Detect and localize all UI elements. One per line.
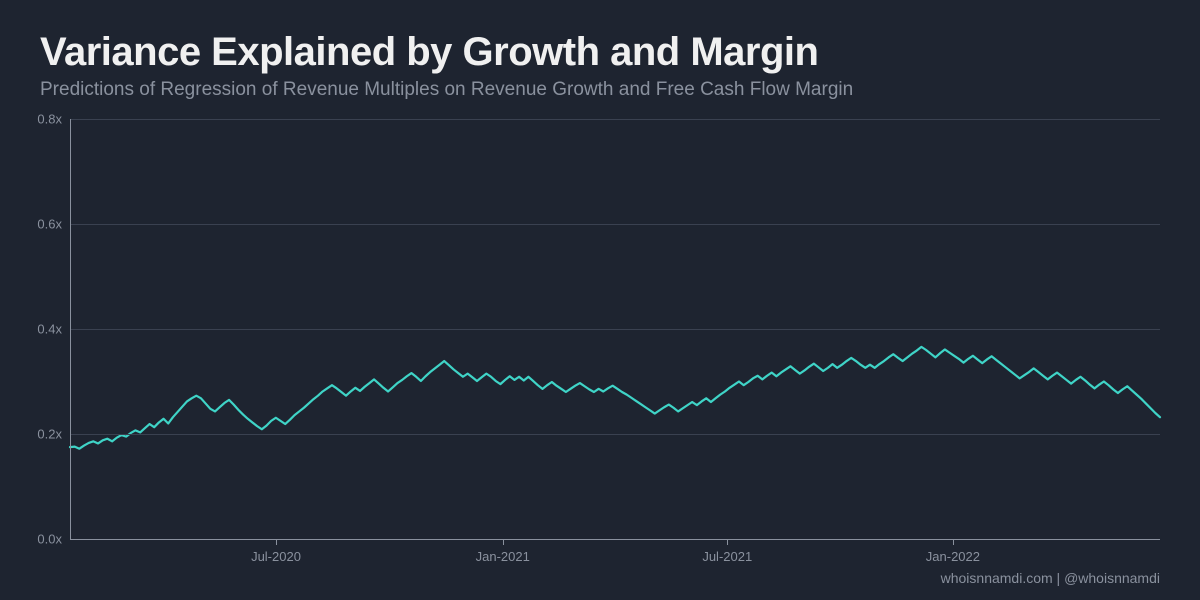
plot-area: 0.0x0.2x0.4x0.6x0.8xJul-2020Jan-2021Jul-… <box>70 119 1160 539</box>
x-tick-mark <box>953 539 954 545</box>
y-tick-label: 0.2x <box>22 427 62 442</box>
grid-line <box>70 119 1160 120</box>
y-tick-label: 0.8x <box>22 112 62 127</box>
x-tick-label: Jan-2021 <box>476 549 530 564</box>
x-tick-label: Jul-2020 <box>251 549 301 564</box>
chart-subtitle: Predictions of Regression of Revenue Mul… <box>40 79 1160 101</box>
x-tick-mark <box>276 539 277 545</box>
grid-line <box>70 224 1160 225</box>
y-tick-label: 0.4x <box>22 322 62 337</box>
y-tick-label: 0.0x <box>22 532 62 547</box>
x-tick-label: Jan-2022 <box>926 549 980 564</box>
x-tick-mark <box>727 539 728 545</box>
x-tick-mark <box>503 539 504 545</box>
x-tick-label: Jul-2021 <box>702 549 752 564</box>
grid-line <box>70 329 1160 330</box>
attribution-text: whoisnnamdi.com | @whoisnnamdi <box>941 570 1160 586</box>
y-tick-label: 0.6x <box>22 217 62 232</box>
x-axis <box>70 539 1160 540</box>
chart-container: Variance Explained by Growth and Margin … <box>0 0 1200 600</box>
y-axis <box>70 119 71 539</box>
grid-line <box>70 434 1160 435</box>
chart-title: Variance Explained by Growth and Margin <box>40 30 1160 75</box>
